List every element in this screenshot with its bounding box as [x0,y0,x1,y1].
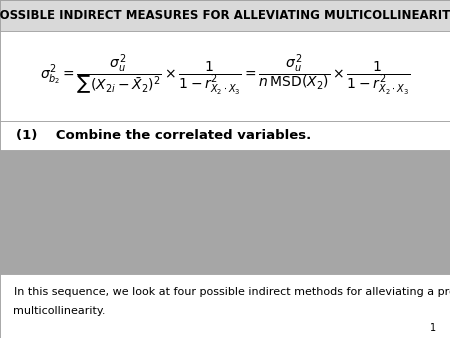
FancyBboxPatch shape [0,274,450,338]
Text: POSSIBLE INDIRECT MEASURES FOR ALLEVIATING MULTICOLLINEARITY: POSSIBLE INDIRECT MEASURES FOR ALLEVIATI… [0,9,450,22]
Text: multicollinearity.: multicollinearity. [14,306,106,316]
Text: 1: 1 [430,323,436,333]
Text: $\sigma_{b_2}^{2} = \dfrac{\sigma_{u}^{2}}{\sum(X_{2i} - \bar{X}_{2})^{2}}\times: $\sigma_{b_2}^{2} = \dfrac{\sigma_{u}^{2… [40,53,410,98]
Text: (1)    Combine the correlated variables.: (1) Combine the correlated variables. [16,129,311,142]
FancyBboxPatch shape [0,0,450,31]
FancyBboxPatch shape [0,31,450,121]
Text: In this sequence, we look at four possible indirect methods for alleviating a pr: In this sequence, we look at four possib… [14,287,450,297]
FancyBboxPatch shape [0,121,450,150]
